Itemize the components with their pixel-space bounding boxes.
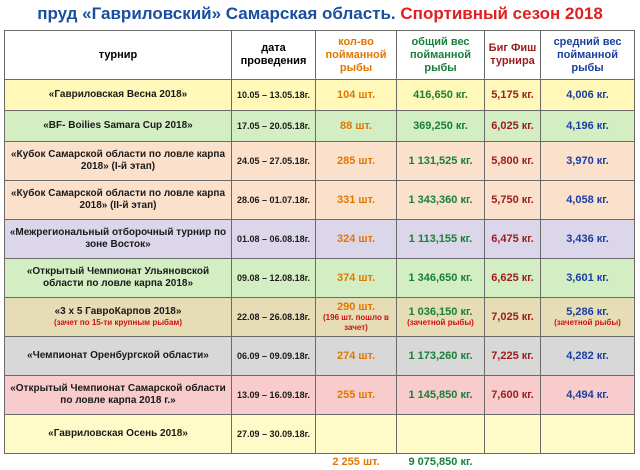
- totals-row: 2 255 шт. 9 075,850 кг.: [5, 454, 635, 470]
- row-avg: 3,436 кг.: [541, 220, 635, 259]
- row-avg-cell: 5,286 кг. (зачетной рыбы): [541, 298, 635, 337]
- row-date: 17.05 – 20.05.18г.: [232, 111, 316, 142]
- table-row: «BF- Boilies Samara Cup 2018» 17.05 – 20…: [5, 111, 635, 142]
- row-weight: 1 346,650 кг.: [397, 259, 485, 298]
- row-weight: 1 113,155 кг.: [397, 220, 485, 259]
- row-count-cell: 290 шт. (196 шт. пошло в зачет): [316, 298, 397, 337]
- row-date: 24.05 – 27.05.18г.: [232, 142, 316, 181]
- row-avg: 3,970 кг.: [541, 142, 635, 181]
- row-count: 331 шт.: [316, 181, 397, 220]
- row-weight: 1 145,850 кг.: [397, 376, 485, 415]
- totals-spacer: [541, 454, 635, 470]
- row-tournament: «Межрегиональный отборочный турнир по зо…: [5, 220, 232, 259]
- row-avg: 4,006 кг.: [541, 80, 635, 111]
- row-count: 104 шт.: [316, 80, 397, 111]
- row-tournament-cell: «3 х 5 ГавроКарпов 2018» (зачет по 15-ти…: [5, 298, 232, 337]
- results-table: турнир дата проведения кол-во пойманной …: [4, 30, 635, 470]
- row-weight: 416,650 кг.: [397, 80, 485, 111]
- header-count: кол-во пойманной рыбы: [316, 31, 397, 80]
- row-weight: 1 036,150 кг.: [408, 306, 472, 318]
- table-row: «3 х 5 ГавроКарпов 2018» (зачет по 15-ти…: [5, 298, 635, 337]
- title-main: пруд «Гавриловский» Самарская область.: [37, 4, 395, 23]
- row-big-fish: 7,600 кг.: [485, 376, 541, 415]
- total-count: 2 255 шт.: [316, 454, 397, 470]
- row-count: 88 шт.: [316, 111, 397, 142]
- row-tournament: «Кубок Самарской области по ловле карпа …: [5, 142, 232, 181]
- header-tournament: турнир: [5, 31, 232, 80]
- row-avg: 4,196 кг.: [541, 111, 635, 142]
- header-date: дата проведения: [232, 31, 316, 80]
- row-avg: 4,282 кг.: [541, 337, 635, 376]
- row-count: 374 шт.: [316, 259, 397, 298]
- table-row: «Открытый Чемпионат Самарской области по…: [5, 376, 635, 415]
- total-weight: 9 075,850 кг.: [397, 454, 485, 470]
- row-date: 28.06 – 01.07.18г.: [232, 181, 316, 220]
- row-weight: 1 173,260 кг.: [397, 337, 485, 376]
- table-row: «Межрегиональный отборочный турнир по зо…: [5, 220, 635, 259]
- row-weight: 1 131,525 кг.: [397, 142, 485, 181]
- row-big-fish: 6,475 кг.: [485, 220, 541, 259]
- header-big-fish: Биг Фиш турнира: [485, 31, 541, 80]
- totals-spacer: [5, 454, 232, 470]
- table-row: «Открытый Чемпионат Ульяновской области …: [5, 259, 635, 298]
- row-avg: 4,494 кг.: [541, 376, 635, 415]
- row-avg: 3,601 кг.: [541, 259, 635, 298]
- row-count: 290 шт.: [337, 301, 375, 313]
- row-tournament: «Открытый Чемпионат Ульяновской области …: [5, 259, 232, 298]
- page-title: пруд «Гавриловский» Самарская область. С…: [0, 0, 640, 30]
- table-row: «Кубок Самарской области по ловле карпа …: [5, 142, 635, 181]
- row-count-note: (196 шт. пошло в зачет): [318, 313, 394, 333]
- row-avg-note: (зачетной рыбы): [543, 318, 632, 328]
- row-weight: 1 343,360 кг.: [397, 181, 485, 220]
- row-weight-note: (зачетной рыбы): [399, 318, 482, 328]
- row-date: 09.08 – 12.08.18г.: [232, 259, 316, 298]
- row-tournament: «BF- Boilies Samara Cup 2018»: [5, 111, 232, 142]
- row-count: 274 шт.: [316, 337, 397, 376]
- table-row: «Кубок Самарской области по ловле карпа …: [5, 181, 635, 220]
- header-total-weight: общий вес пойманной рыбы: [397, 31, 485, 80]
- table-row: «Гавриловская Весна 2018» 10.05 – 13.05.…: [5, 80, 635, 111]
- table-row: «Чемпионат Оренбургской области» 06.09 –…: [5, 337, 635, 376]
- totals-spacer: [232, 454, 316, 470]
- row-avg: 4,058 кг.: [541, 181, 635, 220]
- row-big-fish: 5,800 кг.: [485, 142, 541, 181]
- row-count: 285 шт.: [316, 142, 397, 181]
- row-weight-cell: 1 036,150 кг. (зачетной рыбы): [397, 298, 485, 337]
- title-season: Спортивный сезон 2018: [400, 4, 602, 23]
- row-tournament: «Гавриловская Весна 2018»: [5, 80, 232, 111]
- row-count: 324 шт.: [316, 220, 397, 259]
- header-avg-weight: средний вес пойманной рыбы: [541, 31, 635, 80]
- row-tournament: «Кубок Самарской области по ловле карпа …: [5, 181, 232, 220]
- row-date: 10.05 – 13.05.18г.: [232, 80, 316, 111]
- row-tournament: «Чемпионат Оренбургской области»: [5, 337, 232, 376]
- row-big-fish: 5,175 кг.: [485, 80, 541, 111]
- row-weight: 369,250 кг.: [397, 111, 485, 142]
- row-big-fish: 7,225 кг.: [485, 337, 541, 376]
- totals-spacer: [485, 454, 541, 470]
- header-row: турнир дата проведения кол-во пойманной …: [5, 31, 635, 80]
- row-date: 06.09 – 09.09.18г.: [232, 337, 316, 376]
- row-big-fish: 7,025 кг.: [485, 298, 541, 337]
- row-count: 255 шт.: [316, 376, 397, 415]
- row-tournament: «3 х 5 ГавроКарпов 2018»: [55, 306, 182, 317]
- row-big-fish: 6,625 кг.: [485, 259, 541, 298]
- row-tournament-note: (зачет по 15-ти крупным рыбам): [7, 318, 229, 328]
- row-date: 22.08 – 26.08.18г.: [232, 298, 316, 337]
- row-date: 01.08 – 06.08.18г.: [232, 220, 316, 259]
- row-date: 13.09 – 16.09.18г.: [232, 376, 316, 415]
- row-tournament: «Открытый Чемпионат Самарской области по…: [5, 376, 232, 415]
- row-big-fish: 5,750 кг.: [485, 181, 541, 220]
- row-big-fish: 6,025 кг.: [485, 111, 541, 142]
- row-avg: 5,286 кг.: [566, 306, 609, 318]
